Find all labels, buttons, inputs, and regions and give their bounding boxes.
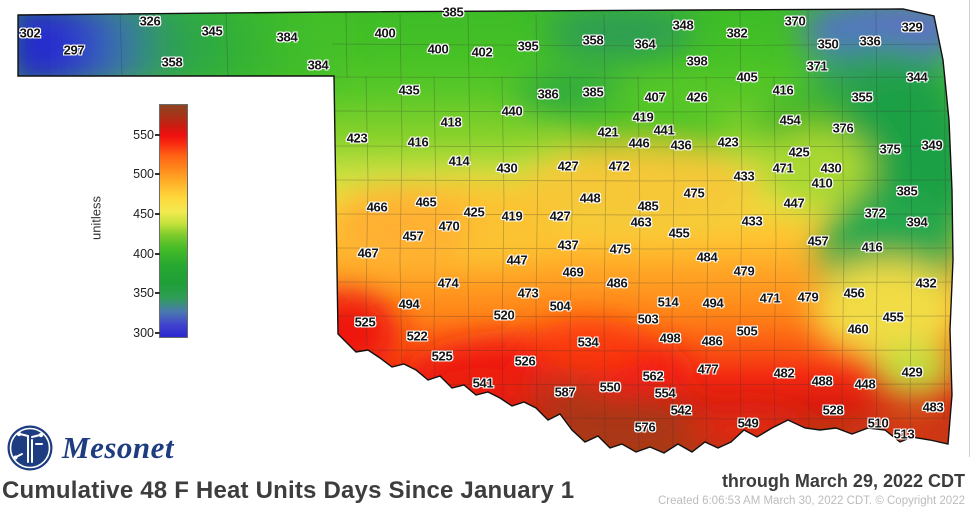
legend-units-label: unitless [88,195,104,241]
state-outline [17,8,954,454]
color-field-patches [18,9,953,453]
legend-tick-mark [155,332,160,334]
legend-tick-label: 300 [133,326,154,340]
mesonet-brand: Mesonet [6,424,174,472]
through-date: through March 29, 2022 CDT [721,471,965,491]
legend-tick-mark [155,213,160,215]
legend-tick-label: 350 [133,286,154,300]
oklahoma-map [17,8,954,454]
map-title: Cumulative 48 F Heat Units Days Since Ja… [2,477,575,504]
legend-tick-mark [155,134,160,136]
legend-tick-label: 450 [133,207,154,221]
brand-name: Mesonet [62,430,174,465]
created-timestamp: Created 6:06:53 AM March 30, 2022 CDT. ©… [657,495,965,507]
color-scale-bar [159,104,188,338]
legend-tick-mark [155,292,160,294]
legend-tick-mark [155,253,160,255]
county-borders [119,9,953,451]
legend-tick-label: 550 [133,128,154,142]
legend-tick-label: 400 [133,247,154,261]
legend-tick-mark [155,173,160,175]
mesonet-logo-icon [7,425,53,471]
map-right-edge-line [969,0,970,457]
legend-tick-label: 500 [133,167,154,181]
